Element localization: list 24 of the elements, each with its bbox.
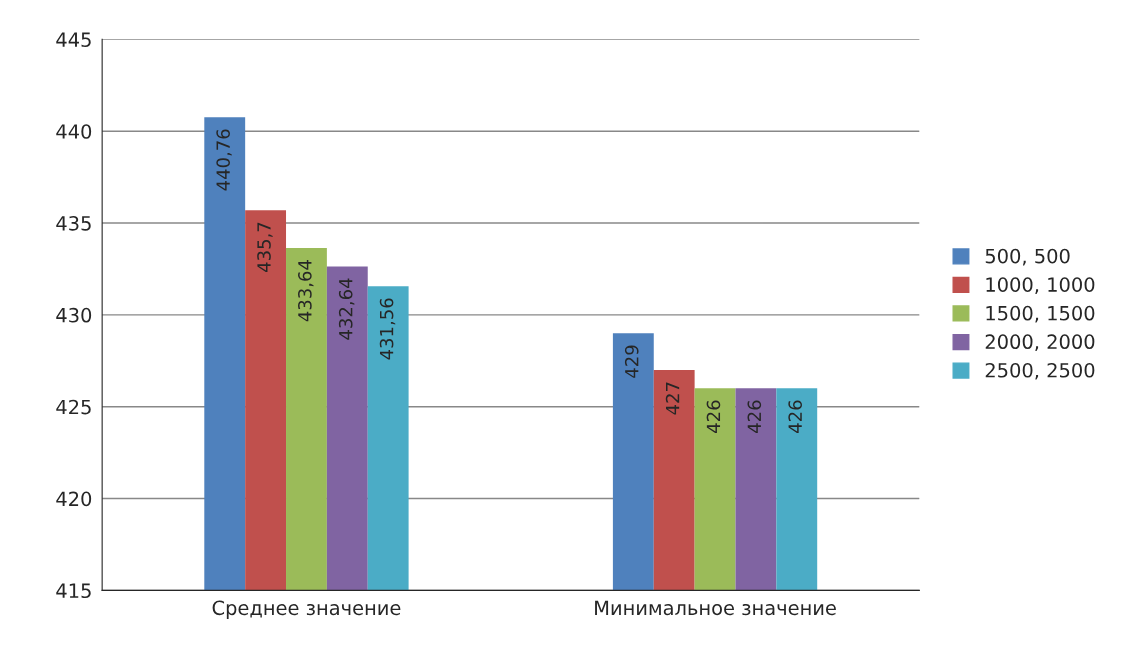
- data-label: 426: [788, 400, 803, 433]
- legend-label: 1000, 1000: [986, 277, 1095, 294]
- data-label: 440,76: [216, 129, 232, 191]
- data-label: 427: [665, 382, 680, 415]
- x-tick-label: Минимальное значение: [595, 600, 836, 616]
- data-label: 435,7: [257, 222, 273, 273]
- y-tick-label: 415: [56, 583, 91, 599]
- data-label: 433,64: [298, 260, 314, 322]
- legend-label: 2000, 2000: [985, 334, 1095, 352]
- data-label: 426: [706, 400, 721, 433]
- y-tick-label: 425: [56, 399, 91, 415]
- y-tick-label: 420: [56, 491, 92, 507]
- y-tick-label: 435: [56, 216, 91, 231]
- y-tick-label: 445: [56, 32, 91, 48]
- data-label: 431,56: [379, 298, 396, 360]
- data-label: 432,64: [338, 278, 355, 340]
- data-label: 426: [747, 400, 762, 433]
- x-tick-label: Среднее значение: [212, 600, 401, 619]
- legend-label: 500, 500: [985, 248, 1070, 266]
- y-tick-label: 430: [56, 307, 92, 323]
- y-tick-label: 440: [56, 124, 92, 139]
- legend-label: 2500, 2500: [985, 362, 1095, 380]
- legend-label: 1500, 1500: [986, 305, 1095, 323]
- data-label: 429: [624, 345, 639, 378]
